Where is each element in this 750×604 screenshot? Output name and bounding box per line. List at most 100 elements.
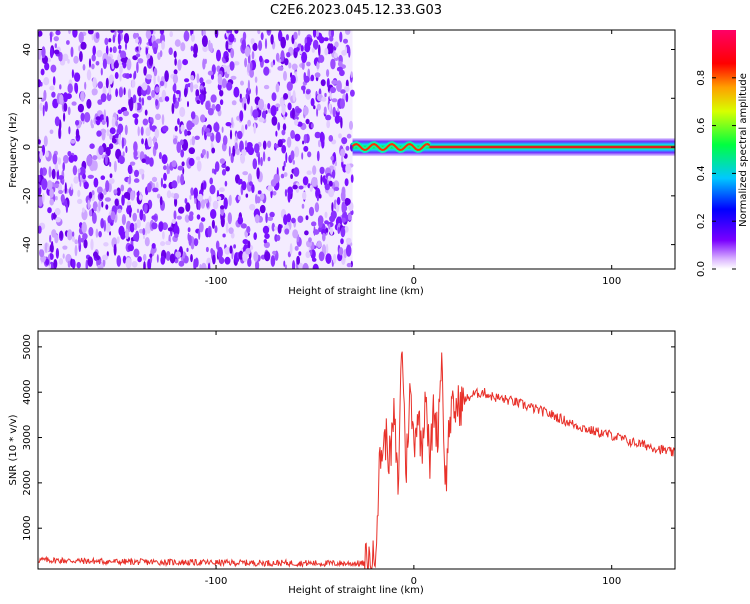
noise-speckle [168, 47, 173, 55]
noise-speckle [263, 239, 267, 244]
noise-speckle [319, 166, 325, 175]
noise-speckle [286, 81, 293, 91]
noise-speckle [325, 243, 329, 255]
noise-speckle [160, 30, 164, 35]
noise-speckle [332, 253, 337, 264]
spectrogram-x-label: Height of straight line (km) [288, 286, 424, 297]
noise-speckle [207, 108, 214, 116]
noise-speckle [54, 234, 59, 244]
noise-speckle [174, 58, 177, 66]
noise-speckle [314, 131, 321, 139]
noise-speckle [254, 76, 258, 83]
noise-speckle [193, 84, 199, 89]
noise-speckle [193, 258, 197, 269]
noise-speckle [242, 31, 247, 41]
noise-speckle [49, 188, 54, 199]
noise-speckle [190, 75, 195, 81]
noise-speckle [328, 43, 334, 54]
snr-panel: -100 0 100 1000 2000 3000 4000 5000 Height of s… [8, 330, 676, 596]
noise-speckle [240, 80, 244, 86]
noise-speckle [134, 169, 139, 178]
noise-speckle [320, 79, 326, 87]
noise-speckle [118, 155, 125, 165]
noise-speckle [190, 254, 193, 263]
noise-speckle [66, 229, 73, 241]
noise-speckle [302, 176, 309, 186]
noise-speckle [330, 58, 336, 70]
noise-speckle [242, 171, 249, 176]
noise-speckle [210, 209, 217, 219]
noise-speckle [178, 260, 185, 267]
noise-speckle [212, 254, 216, 265]
noise-speckle [326, 120, 331, 129]
noise-speckle [136, 61, 139, 74]
snr-y-tick-label: 2000 [22, 470, 33, 495]
noise-speckle [52, 76, 56, 86]
noise-speckle [190, 45, 194, 52]
noise-speckle [86, 154, 93, 167]
noise-speckle [118, 116, 123, 122]
noise-speckle [108, 75, 113, 85]
noise-speckle [266, 30, 271, 33]
noise-speckle [143, 234, 146, 240]
noise-speckle [277, 66, 284, 71]
snr-x-label: Height of straight line (km) [288, 585, 424, 596]
noise-speckle [134, 117, 139, 126]
noise-speckle [316, 150, 320, 162]
noise-speckle [101, 201, 104, 208]
noise-speckle [74, 72, 81, 82]
noise-speckle [65, 203, 68, 214]
noise-speckle [316, 30, 319, 37]
noise-speckle [198, 222, 204, 233]
noise-speckle [219, 89, 224, 97]
noise-speckle [345, 30, 351, 35]
noise-speckle [341, 49, 347, 56]
noise-speckle [96, 130, 102, 137]
noise-speckle [237, 130, 243, 140]
spectrogram-y-tick-label: 20 [22, 92, 33, 105]
noise-speckle [138, 97, 142, 103]
noise-speckle [95, 61, 100, 66]
noise-speckle [58, 175, 64, 180]
noise-speckle [106, 129, 110, 137]
noise-speckle [129, 100, 134, 112]
noise-speckle [318, 54, 325, 64]
noise-speckle [247, 119, 252, 127]
noise-speckle [205, 246, 209, 253]
noise-speckle [140, 126, 144, 136]
noise-speckle [79, 179, 82, 187]
noise-speckle [328, 188, 335, 198]
noise-speckle [230, 232, 235, 239]
noise-speckle [229, 129, 233, 140]
noise-speckle [139, 209, 144, 221]
noise-speckle [67, 83, 73, 94]
noise-speckle [259, 193, 265, 201]
noise-speckle [160, 255, 166, 265]
noise-speckle [241, 149, 247, 157]
noise-speckle [118, 225, 125, 237]
noise-speckle [311, 257, 317, 262]
noise-speckle [313, 105, 316, 110]
noise-speckle [143, 261, 146, 269]
noise-speckle [51, 91, 56, 98]
noise-speckle [270, 61, 274, 68]
noise-speckle [276, 234, 281, 241]
noise-speckle [325, 253, 332, 264]
noise-speckle [174, 197, 178, 207]
noise-speckle [262, 225, 270, 234]
noise-speckle [92, 212, 97, 224]
noise-speckle [133, 149, 138, 158]
noise-speckle [340, 227, 346, 238]
noise-speckle [190, 121, 193, 130]
snr-x-tick-label: 100 [602, 576, 621, 587]
noise-speckle [350, 89, 355, 97]
noise-speckle [109, 133, 113, 140]
noise-speckle [116, 255, 122, 267]
noise-speckle [42, 104, 45, 117]
noise-speckle [255, 85, 258, 96]
noise-speckle [174, 257, 179, 264]
noise-speckle [115, 120, 119, 127]
noise-speckle [215, 131, 221, 144]
noise-speckle [193, 52, 198, 58]
noise-speckle [71, 231, 75, 237]
